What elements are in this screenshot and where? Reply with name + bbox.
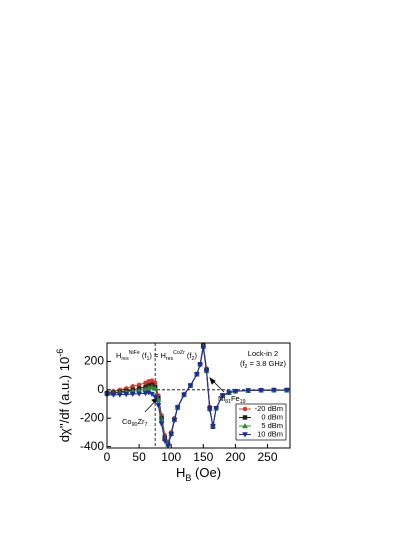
arrow-head	[209, 377, 216, 385]
marker	[155, 403, 162, 409]
annotation: Co90Zr7	[122, 417, 148, 428]
y-tick-label: 200	[84, 354, 104, 368]
text-part: 19	[240, 399, 246, 405]
text-part: 90	[132, 422, 138, 428]
legend-marker	[242, 432, 248, 438]
text-part: ) = H	[149, 351, 165, 360]
text-part: Lock-in 2	[248, 349, 278, 358]
plot-frame	[106, 342, 291, 449]
marker	[271, 387, 277, 394]
text-part: 81	[225, 399, 231, 405]
marker	[187, 383, 194, 389]
marker	[226, 390, 232, 396]
annotation: Ni81Fe19	[218, 394, 246, 405]
legend-label: 0 dBm	[261, 412, 283, 421]
text-part: Fe	[231, 394, 240, 403]
marker	[206, 407, 213, 413]
y-tick-label: -200	[80, 410, 104, 424]
y-axis-label: dχ''/df (a.u.) 10-6	[55, 349, 72, 443]
marker	[149, 378, 155, 383]
marker	[158, 421, 165, 427]
legend-marker	[242, 415, 248, 420]
marker	[110, 392, 117, 398]
text-part: (f	[140, 351, 148, 360]
marker	[136, 391, 143, 397]
annotation: HresNiFe (f1) = HresCoZr (f2)	[116, 350, 197, 362]
marker	[219, 393, 226, 399]
marker	[149, 391, 155, 398]
text-part: 2	[192, 356, 195, 362]
text-part: = 3.8 GHz)	[247, 359, 286, 368]
marker	[171, 418, 178, 424]
text-part: 1	[146, 356, 149, 362]
legend-label: 5 dBm	[261, 421, 283, 430]
marker	[210, 423, 216, 430]
marker	[123, 392, 130, 398]
x-tick-label: 250	[258, 450, 278, 464]
text-part: res	[121, 356, 129, 362]
text-part: 2	[245, 364, 248, 370]
legend-marker	[242, 422, 248, 429]
text-part: CoZr	[173, 350, 185, 356]
annotation: (f2 = 3.8 GHz)	[240, 359, 287, 370]
x-tick-label: 50	[132, 450, 146, 464]
marker	[245, 388, 252, 394]
text-part: H	[116, 351, 121, 360]
marker	[168, 432, 175, 438]
text-part: -6	[55, 349, 65, 357]
marker	[152, 385, 159, 391]
marker	[155, 396, 162, 403]
marker	[165, 443, 171, 449]
marker	[200, 345, 207, 351]
text-part: dχ''/df (a.u.) 10	[57, 357, 72, 443]
x-tick-label: 0	[104, 450, 111, 464]
text-part: )	[194, 351, 197, 360]
y-tick-label: 0	[97, 382, 104, 396]
text-part: Zr	[137, 417, 145, 426]
legend-label: -20 dBm	[255, 404, 283, 413]
marker	[129, 391, 136, 398]
text-part: (Oe)	[191, 465, 221, 480]
marker	[197, 362, 204, 369]
text-part: (f	[240, 359, 245, 368]
marker	[232, 388, 239, 395]
marker	[149, 383, 155, 390]
text-part: B	[185, 473, 191, 483]
x-tick-label: 200	[225, 450, 245, 464]
legend-label: 10 dBm	[257, 429, 283, 438]
text-part: Co	[122, 417, 132, 426]
marker	[213, 406, 220, 412]
text-part: Ni	[218, 394, 225, 403]
annotation: Lock-in 2	[248, 349, 278, 358]
marker	[142, 391, 149, 397]
text-part: H	[176, 465, 185, 480]
marker	[174, 405, 181, 411]
marker	[193, 371, 200, 378]
x-tick-label: 100	[161, 450, 181, 464]
text-part: 7	[145, 422, 148, 428]
text-part: NiFe	[129, 350, 140, 356]
marker	[283, 387, 290, 394]
y-tick-label: -400	[80, 439, 104, 453]
text-part: res	[166, 356, 174, 362]
marker	[152, 394, 159, 400]
marker	[203, 369, 210, 375]
text-part: (f	[185, 351, 193, 360]
marker	[181, 392, 187, 398]
legend-marker	[242, 406, 248, 412]
marker	[161, 438, 168, 444]
marker	[116, 392, 123, 398]
marker	[258, 388, 265, 394]
x-tick-label: 150	[193, 450, 213, 464]
x-axis-label: HB (Oe)	[176, 465, 221, 483]
